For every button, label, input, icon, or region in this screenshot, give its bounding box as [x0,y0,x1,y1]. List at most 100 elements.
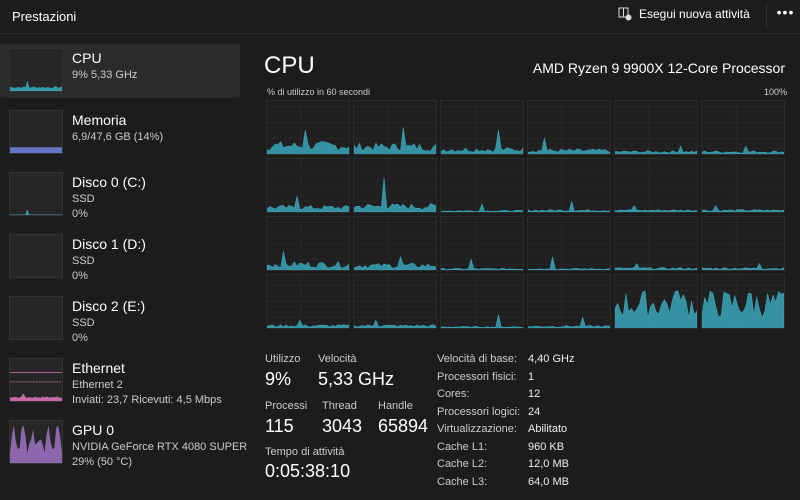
main-title: CPU [264,52,315,79]
detail-value: 64,0 MB [528,475,569,488]
more-options-button[interactable]: ••• [766,4,800,28]
core-graph-6 [266,158,350,213]
core-graph-22 [614,274,698,329]
sidebar-thumb-graph [9,48,63,92]
detail-value: Abilitato [528,423,568,435]
core-usage-area [353,319,437,329]
sidebar-item-name: Disco 1 (D:) [72,236,146,252]
core-usage-area [440,258,524,271]
utilization-label: Utilizzo [265,353,301,365]
core-graph-21 [527,274,611,329]
core-usage-area [701,145,785,155]
core-graph-1 [353,100,437,155]
sidebar-item-detail-2: 0% [72,332,88,344]
sidebar-item-detail: SSD [72,255,95,267]
sidebar-item-ethernet[interactable]: Ethernet Ethernet 2 Inviati: 23,7 Ricevu… [0,354,240,416]
detail-value: 12 [528,388,541,400]
sidebar-item-gpu-0[interactable]: GPU 0 NVIDIA GeForce RTX 4080 SUPER 29% … [0,416,247,478]
sidebar-item-disco-0-c[interactable]: Disco 0 (C:) SSD 0% [0,168,240,230]
sidebar-item-disco-1-d[interactable]: Disco 1 (D:) SSD 0% [0,230,240,292]
core-graph-9 [527,158,611,213]
core-usage-area [440,203,524,213]
core-usage-area [701,290,785,329]
detail-row: Velocità di base: 4,40 GHz [437,353,574,371]
detail-key: Cache L2: [437,458,488,470]
core-usage-area [701,263,785,271]
detail-key: Cores: [437,388,470,400]
threads-value: 3043 [322,416,363,436]
detail-value: 24 [528,405,541,418]
core-usage-area [353,255,437,271]
handles-value: 65894 [378,416,429,436]
core-usage-area [527,138,611,155]
detail-value: 960 KB [528,440,565,453]
new-task-icon [618,7,632,21]
sidebar-item-name: Disco 0 (C:) [72,174,146,190]
core-graph-14 [440,216,524,271]
utilization-value: 9% [265,369,292,389]
core-usage-area [440,130,524,155]
sidebar-thumb-graph [9,110,63,154]
core-graph-15 [527,216,611,271]
page-title: Prestazioni [12,9,77,24]
detail-key: Velocità di base: [437,353,518,365]
detail-row: Processori logici: 24 [437,406,574,424]
core-graph-0 [266,100,350,155]
core-usage-area [266,251,350,271]
core-graph-5 [701,100,785,155]
sidebar-item-name: Ethernet [72,360,125,376]
core-usage-area [614,290,698,329]
graph-label: % di utilizzo in 60 secondi [267,87,371,97]
speed-label: Velocità [318,353,357,365]
detail-row: Cache L2: 12,0 MB [437,458,574,476]
core-usage-area [527,256,611,271]
sidebar-item-name: Memoria [72,112,127,128]
detail-row: Cache L1: 960 KB [437,441,574,459]
core-graph-18 [266,274,350,329]
detail-row: Processori fisici: 1 [437,371,574,389]
detail-key: Processori logici: [437,405,521,418]
sidebar-thumb-graph [9,234,63,278]
sidebar-item-detail: NVIDIA GeForce RTX 4080 SUPER [72,441,248,453]
core-graph-4 [614,100,698,155]
core-usage-area [266,130,350,155]
sidebar-item-detail: Ethernet 2 [72,379,123,391]
core-graph-2 [440,100,524,155]
core-graph-17 [701,216,785,271]
core-graph-20 [440,274,524,329]
sidebar-item-disco-2-e[interactable]: Disco 2 (E:) SSD 0% [0,292,240,354]
core-graph-19 [353,274,437,329]
sidebar-thumb-graph [9,358,63,402]
core-usage-area [701,205,785,213]
sidebar-item-detail-2: Inviati: 23,7 Ricevuti: 4,5 Mbps [72,394,222,406]
sidebar-item-name: CPU [72,50,102,66]
core-usage-area [527,200,611,213]
sidebar: CPU 9% 5,33 GHz Memoria 6,9/47,6 GB (14%… [0,44,247,478]
detail-key: Virtualizzazione: [437,423,517,435]
core-graph-16 [614,216,698,271]
detail-row: Cache L3: 64,0 MB [437,476,574,494]
detail-key: Processori fisici: [437,370,517,383]
sidebar-item-detail: 6,9/47,6 GB (14%) [72,131,164,143]
handles-label: Handle [378,400,413,412]
detail-value: 1 [528,370,535,383]
sidebar-item-detail: SSD [72,193,95,205]
run-new-task-label: Esegui nuova attività [639,7,750,21]
detail-key: Cache L1: [437,440,488,453]
core-usage-area [527,316,611,329]
detail-value: 4,40 GHz [528,353,575,365]
core-usage-area [614,205,698,213]
core-graph-3 [527,100,611,155]
core-usage-area [353,127,437,155]
core-usage-area [440,314,524,329]
run-new-task-button[interactable]: Esegui nuova attività [618,7,750,21]
threads-label: Thread [322,400,357,412]
core-graph-23 [701,274,785,329]
sidebar-item-cpu[interactable]: CPU 9% 5,33 GHz [0,44,240,98]
core-usage-area [614,145,698,155]
core-graph-11 [701,158,785,213]
sidebar-item-memoria[interactable]: Memoria 6,9/47,6 GB (14%) [0,106,240,168]
sidebar-thumb-graph [9,420,63,464]
sidebar-item-detail-2: 0% [72,208,88,220]
core-usage-area [266,196,350,213]
